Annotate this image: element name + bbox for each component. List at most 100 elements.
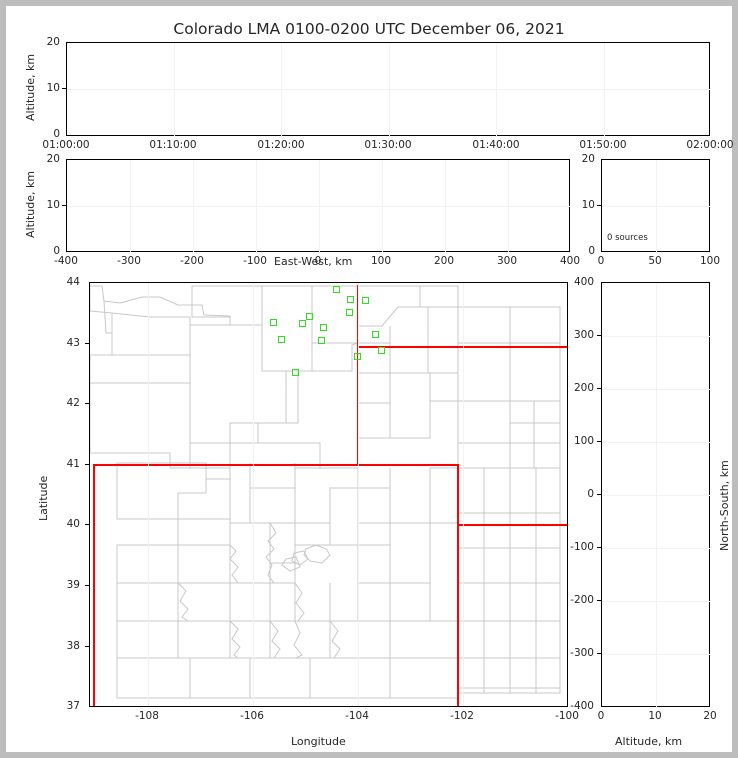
gridline (130, 160, 131, 253)
gridline (602, 601, 711, 602)
ytick-label: 39 (66, 579, 80, 591)
xtick-label: -106 (240, 710, 264, 722)
xtick-label: 400 (559, 255, 581, 267)
ytick-label: -300 (570, 647, 594, 659)
ytick-label: 400 (573, 276, 594, 288)
gridline (602, 442, 711, 443)
lma-source-marker (362, 297, 369, 304)
panel-east-west-height (66, 159, 571, 253)
axis-label-longitude: Longitude (291, 735, 346, 748)
gridline (602, 495, 711, 496)
panel-source-histogram (601, 159, 711, 253)
xtick-label: -100 (555, 710, 579, 722)
gridline (148, 283, 149, 706)
ytick-mark (597, 653, 601, 654)
ytick-label: 42 (66, 397, 80, 409)
axis-label-north-south: North-South, km (718, 460, 731, 551)
figure-title: Colorado LMA 0100-0200 UTC December 06, … (173, 20, 565, 38)
gridline (463, 283, 464, 706)
lma-source-marker (372, 331, 379, 338)
xtick-label: -400 (54, 255, 78, 267)
lma-source-marker (306, 313, 313, 320)
gridline (496, 43, 497, 137)
lma-source-marker (354, 353, 361, 360)
lma-source-marker (320, 324, 327, 331)
gridline (445, 160, 446, 253)
ytick-label: 43 (66, 337, 80, 349)
ytick-label: 10 (46, 199, 60, 211)
ytick-label: 20 (46, 153, 60, 165)
panel-height-north-south (601, 282, 711, 708)
ytick-mark (85, 343, 89, 344)
ytick-mark (597, 205, 601, 206)
source-count-annotation: 0 sources (607, 233, 648, 243)
gridline (602, 389, 711, 390)
ytick-label: 40 (66, 518, 80, 530)
gridline (256, 160, 257, 253)
panel-time-height (66, 42, 711, 137)
ytick-label: 0 (587, 488, 594, 500)
xtick-label: 01:40:00 (472, 139, 520, 151)
ytick-mark (597, 441, 601, 442)
xtick-label: 0 (597, 255, 605, 267)
xtick-label: 100 (699, 255, 721, 267)
xtick-label: 300 (496, 255, 518, 267)
gridline (389, 43, 390, 137)
xtick-label: 01:30:00 (364, 139, 412, 151)
lma-source-marker (318, 337, 325, 344)
axis-label-altitude: Altitude, km (24, 53, 37, 121)
xtick-label: -100 (243, 255, 267, 267)
ytick-mark (597, 388, 601, 389)
ytick-label: 20 (581, 153, 595, 165)
ytick-mark (62, 88, 66, 89)
ytick-mark (62, 205, 66, 206)
panel-plan-view-map (89, 282, 568, 707)
ytick-label: 200 (573, 382, 594, 394)
lma-source-marker (278, 336, 285, 343)
ytick-mark (85, 464, 89, 465)
lma-source-marker (292, 369, 299, 376)
figure-canvas: Colorado LMA 0100-0200 UTC December 06, … (6, 6, 734, 752)
gridline (656, 160, 657, 253)
xtick-label: 02:00:00 (686, 139, 734, 151)
ytick-mark (85, 646, 89, 647)
ytick-label: 100 (573, 435, 594, 447)
axis-label-east-west: East-West, km (274, 255, 353, 268)
xtick-label: 01:00:00 (42, 139, 90, 151)
xtick-label: 01:20:00 (257, 139, 305, 151)
xtick-label: -300 (117, 255, 141, 267)
xtick-label: 100 (370, 255, 392, 267)
lma-source-marker (346, 309, 353, 316)
xtick-label: -104 (345, 710, 369, 722)
ytick-label: 20 (46, 36, 60, 48)
lma-source-marker (333, 286, 340, 293)
gridline (174, 43, 175, 137)
xtick-label: 20 (703, 710, 717, 722)
ytick-label: 41 (66, 458, 80, 470)
xtick-label: -102 (450, 710, 474, 722)
ytick-label: 0 (53, 128, 60, 140)
lma-source-marker (270, 319, 277, 326)
ytick-label: 38 (66, 640, 80, 652)
lma-source-marker (347, 296, 354, 303)
gridline (193, 160, 194, 253)
lma-source-marker (299, 320, 306, 327)
ytick-label: 300 (573, 329, 594, 341)
ytick-label: 0 (53, 245, 60, 257)
ytick-label: -400 (570, 700, 594, 712)
gridline (508, 160, 509, 253)
gridline (602, 654, 711, 655)
gridline (604, 43, 605, 137)
xtick-label: -200 (180, 255, 204, 267)
gridline (281, 43, 282, 137)
xtick-label: 0 (314, 255, 322, 267)
map-geography (90, 285, 567, 706)
ytick-label: 10 (46, 82, 60, 94)
ytick-label: 10 (581, 199, 595, 211)
lma-source-marker (378, 347, 385, 354)
ytick-mark (85, 524, 89, 525)
xtick-label: 01:10:00 (149, 139, 197, 151)
xtick-label: 10 (648, 710, 662, 722)
xtick-label: 01:50:00 (579, 139, 627, 151)
ytick-label: 44 (66, 276, 80, 288)
